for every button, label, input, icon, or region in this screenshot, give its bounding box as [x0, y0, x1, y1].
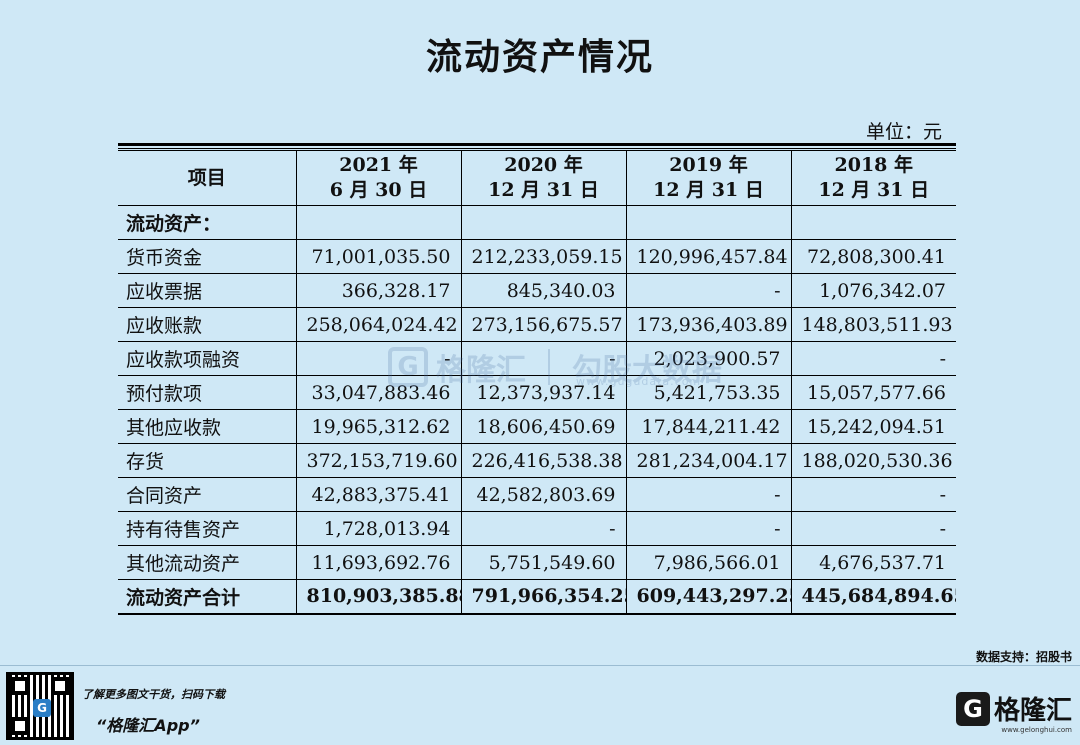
cell-value: - — [460, 511, 627, 546]
brand-name: 格隆汇 — [993, 696, 1072, 726]
brand-url: www.gelonghui.com — [1001, 726, 1072, 734]
cell-value: 12,373,937.14 — [460, 375, 627, 410]
cell-value: 5,751,549.60 — [460, 545, 627, 580]
cell-value: 148,803,511.93 — [790, 307, 956, 342]
cell-value: 42,883,375.41 — [295, 477, 462, 512]
cell-value: 2,023,900.57 — [625, 341, 792, 376]
cell-value: 372,153,719.60 — [295, 443, 462, 478]
row-label: 应收票据 — [118, 273, 297, 308]
cell-value: 11,693,692.76 — [295, 545, 462, 580]
cell-value: 281,234,004.17 — [625, 443, 792, 478]
cell-value: 273,156,675.57 — [460, 307, 627, 342]
top-rule-thin — [118, 148, 956, 149]
brand-logo: G 格隆汇 www.gelonghui.com — [955, 690, 1072, 734]
app-logo-icon: G — [33, 699, 51, 717]
row-label: 预付款项 — [118, 375, 297, 410]
cell-value: - — [790, 477, 956, 512]
cell-value: 19,965,312.62 — [295, 409, 462, 444]
promo-text: 了解更多图文干货，扫码下载 — [82, 688, 225, 701]
cell-value: 845,340.03 — [460, 273, 627, 308]
unit-label: 单位：元 — [865, 121, 942, 143]
row-label: 存货 — [118, 443, 297, 478]
row-label: 持有待售资产 — [118, 511, 297, 546]
cell-value: 18,606,450.69 — [460, 409, 627, 444]
section-row: 流动资产： — [118, 205, 956, 240]
brand-g-icon: G — [955, 691, 990, 726]
cell-value: - — [625, 477, 792, 512]
table-row: 合同资产 42,883,375.41 42,582,803.69- - — [118, 477, 956, 512]
cell-value: 1,728,013.94 — [295, 511, 462, 546]
cell-value: - — [295, 341, 462, 376]
table-row: 持有待售资产 1,728,013.94- - - — [118, 511, 956, 546]
cell-value: - — [625, 511, 792, 546]
row-label: 货币资金 — [118, 239, 297, 274]
table-row: 货币资金 71,001,035.50 212,233,059.15 120,996,4… — [118, 239, 956, 274]
top-rule — [118, 143, 956, 146]
row-label: 合同资产 — [118, 477, 297, 512]
table-row: 应收票据 366,328.17 845,340.03-1,076,342.07 — [118, 273, 956, 308]
cell-value: 33,047,883.46 — [295, 375, 462, 410]
cell-value: 120,996,457.84 — [625, 239, 792, 274]
cell-value: - — [790, 341, 956, 376]
cell-value: 366,328.17 — [295, 273, 462, 308]
section-label: 流动资产： — [118, 205, 297, 240]
row-label: 应收款项融资 — [118, 341, 297, 376]
cell-value: 188,020,530.36 — [790, 443, 956, 478]
cell-value: 212,233,059.15 — [460, 239, 627, 274]
row-label: 其他流动资产 — [118, 545, 297, 580]
cell-value: 258,064,024.42 — [295, 307, 462, 342]
total-row: 流动资产合计 810,903,385.88 791,966,354.25 609,44… — [118, 579, 956, 615]
cell-value: 42,582,803.69 — [460, 477, 627, 512]
row-label: 其他应收款 — [118, 409, 297, 444]
cell-value: 15,057,577.66 — [790, 375, 956, 410]
cell-value: - — [790, 511, 956, 546]
app-name: “格隆汇App” — [96, 716, 200, 735]
cell-value: 7,986,566.01 — [625, 545, 792, 580]
cell-value: 72,808,300.41 — [790, 239, 956, 274]
cell-value: - — [625, 273, 792, 308]
cell-value: 5,421,753.35 — [625, 375, 792, 410]
cell-value: - — [460, 341, 627, 376]
page-title: 流动资产情况 — [425, 37, 654, 78]
cell-value: 17,844,211.42 — [625, 409, 792, 444]
cell-value: 173,936,403.89 — [625, 307, 792, 342]
cell-value: 609,443,297.25 — [625, 579, 792, 615]
cell-value: 4,676,537.71 — [790, 545, 956, 580]
table-row: 预付款项 33,047,883.46 12,373,937.14 5,421,753.… — [118, 375, 956, 410]
table-row: 其他流动资产 11,693,692.76 5,751,549.60 7,986,566… — [118, 545, 956, 580]
cell-value: 226,416,538.38 — [460, 443, 627, 478]
row-label: 应收账款 — [118, 307, 297, 342]
table-row: 其他应收款 19,965,312.62 18,606,450.69 17,844,21… — [118, 409, 956, 444]
cell-value: 445,684,894.65 — [790, 579, 956, 615]
header-period: 2018 年 12 月 31 日 — [790, 150, 956, 206]
data-source: 数据支持：招股书 — [975, 650, 1072, 664]
header-item: 项目 — [118, 150, 297, 206]
qr-code-icon[interactable]: G — [6, 672, 74, 740]
cell-value: 791,966,354.25 — [460, 579, 627, 615]
table-row: 应收账款 258,064,024.42 273,156,675.57 173,936,… — [118, 307, 956, 342]
cell-value: 1,076,342.07 — [790, 273, 956, 308]
row-label: 流动资产合计 — [118, 579, 297, 615]
table-row: 存货 372,153,719.60 226,416,538.38 281,234,00… — [118, 443, 956, 478]
cell-value: 810,903,385.88 — [295, 579, 462, 615]
header-period: 2020 年 12 月 31 日 — [460, 150, 627, 206]
header-period: 2019 年 12 月 31 日 — [625, 150, 792, 206]
cell-value: 71,001,035.50 — [295, 239, 462, 274]
table-row: 应收款项融资 - -2,023,900.57- — [118, 341, 956, 376]
cell-value: 15,242,094.51 — [790, 409, 956, 444]
